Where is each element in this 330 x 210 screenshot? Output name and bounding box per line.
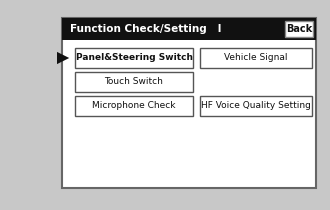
Text: Panel&Steering Switch: Panel&Steering Switch <box>76 54 192 63</box>
Text: HF Voice Quality Setting: HF Voice Quality Setting <box>201 101 311 110</box>
Text: Function Check/Setting   I: Function Check/Setting I <box>70 24 221 34</box>
Text: Back: Back <box>286 24 312 34</box>
Text: Touch Switch: Touch Switch <box>105 77 163 87</box>
Bar <box>200 48 312 68</box>
Bar <box>200 96 312 116</box>
Bar <box>75 96 193 116</box>
Bar <box>75 72 193 92</box>
Text: Microphone Check: Microphone Check <box>92 101 176 110</box>
Bar <box>62 18 316 40</box>
Bar <box>75 48 193 68</box>
Bar <box>62 18 316 188</box>
Text: Vehicle Signal: Vehicle Signal <box>224 54 288 63</box>
Bar <box>285 21 313 37</box>
